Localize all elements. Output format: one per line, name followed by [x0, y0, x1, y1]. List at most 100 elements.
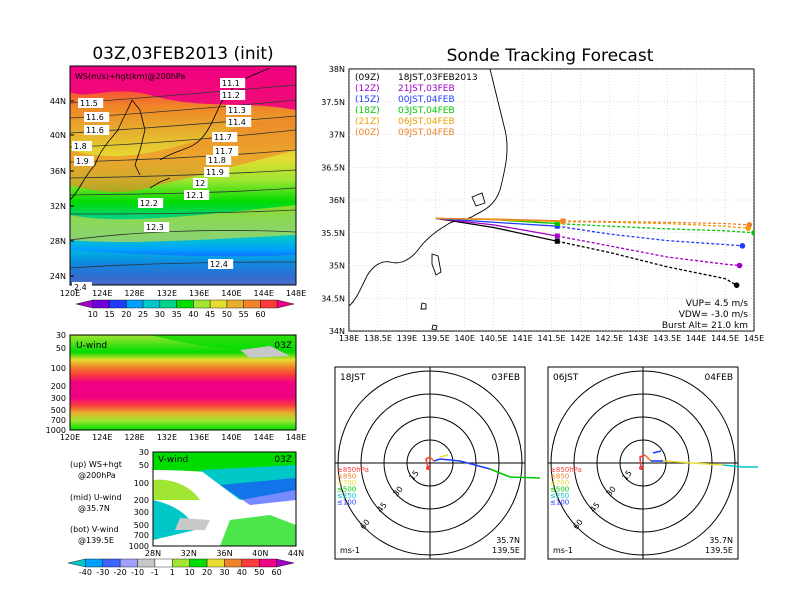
ws-colorbar-swatch	[126, 299, 144, 309]
hodograph-time: 06JST	[553, 373, 579, 383]
vwind-lat-label: 32N	[181, 549, 197, 558]
contour-label: 11.4	[226, 117, 252, 127]
hodograph-date: 04FEB	[705, 373, 734, 383]
hodograph-trace	[662, 460, 724, 466]
hodograph-level-label: ≥850hPa	[550, 466, 582, 474]
ws-colorbar-swatch	[260, 299, 278, 309]
track-param: Burst Alt= 21.0 km	[662, 321, 748, 331]
track-burst-marker	[554, 221, 560, 227]
wind-colorbar-swatch	[259, 558, 277, 568]
legend-line: (mid) U-wind	[70, 493, 122, 502]
wind-colorbar-label: 60	[272, 568, 282, 577]
contour-label: 11.5	[78, 98, 104, 108]
track-lon-label: 140E	[455, 334, 475, 343]
hodograph-level-label: ≤500	[337, 486, 356, 494]
track-landing-marker	[739, 243, 746, 249]
contour-label-text: 1.9	[76, 157, 89, 166]
track-lon-label: 142E	[570, 334, 590, 343]
track-landing-marker	[736, 262, 743, 269]
hodograph-trace	[439, 458, 491, 470]
sonde-tracks	[435, 217, 754, 288]
uwind-lon-axis: 120E 124E 128E 132E 136E 140E 144E 148E	[60, 433, 306, 442]
hodograph-level-label: ≥850hPa	[337, 466, 369, 474]
contour-label: 12.4	[208, 259, 234, 269]
track-lon-label: 138E	[339, 334, 359, 343]
track-line-dashed	[557, 225, 743, 247]
track-line-dashed	[557, 235, 740, 267]
track-series	[435, 217, 753, 228]
track-param: VDW= -3.0 m/s	[679, 310, 749, 320]
hodograph-trace	[722, 464, 758, 468]
ws-colorbar-label: 20	[121, 310, 131, 319]
vwind-lat-label: 36N	[216, 549, 232, 558]
wind-colorbar-swatch	[172, 558, 190, 568]
hodograph-level-label: ≤700	[550, 479, 569, 487]
contour-label: 11.6	[84, 112, 110, 122]
uwind-level-label: 30	[56, 331, 66, 340]
ws-map	[70, 66, 296, 285]
uwind-lon-label: 136E	[189, 433, 209, 442]
uwind-time: 03Z	[274, 341, 292, 351]
hodograph-start-point	[639, 466, 643, 470]
contour-label: 11.8	[206, 155, 232, 165]
tracking-legend: (09Z) 18JST,03FEB2013 (12Z) 21JST,03FEB (15Z…	[355, 73, 478, 138]
map-lat-axis: 44N 40N 36N 32N 28N 24N	[50, 97, 74, 281]
contour-label-text: 2.4	[74, 283, 87, 292]
ws-colorbar-label: 50	[222, 310, 232, 319]
ws-colorbar-label: 25	[138, 310, 148, 319]
contour-label-text: 11.3	[228, 106, 246, 115]
contour-label: 11.2	[220, 90, 246, 100]
track-lon-label: 143.5E	[653, 334, 681, 343]
ws-map-frame	[69, 65, 297, 286]
lat-tick-label: 24N	[50, 272, 66, 281]
track-lon-label: 138.5E	[364, 334, 392, 343]
contour-label-text: 11.2	[222, 91, 240, 100]
uwind-lon-label: 128E	[124, 433, 144, 442]
track-lon-label: 141E	[512, 334, 532, 343]
tracking-title: Sonde Tracking Forecast	[447, 46, 654, 66]
ws-colorbar-label: 45	[205, 310, 215, 319]
contour-label: 11.3	[226, 105, 252, 115]
uwind-lon-label: 124E	[92, 433, 112, 442]
vwind-level-label: 50	[139, 461, 149, 470]
track-legend-jst: 06JST,04FEB	[398, 117, 455, 127]
lon-tick-label: 136E	[189, 289, 209, 298]
track-line-solid	[435, 217, 558, 237]
wind-colorbar-label: -40	[79, 568, 92, 577]
track-line-dashed	[563, 220, 749, 229]
hodograph-level-label: ≤500	[550, 486, 569, 494]
contour-label: 12.1	[184, 190, 210, 200]
wind-colorbar-swatch	[137, 558, 156, 568]
track-lat-label: 38N	[329, 65, 345, 74]
lon-tick-label: 128E	[124, 289, 144, 298]
tracking-map-frame	[348, 68, 755, 332]
track-lon-label: 142.5E	[595, 334, 623, 343]
vwind-lat-label: 44N	[288, 549, 304, 558]
legend-line: @35.7N	[78, 504, 110, 513]
map-title: 03Z,03FEB2013 (init)	[92, 44, 273, 64]
ws-colorbar-swatch	[226, 299, 244, 309]
contour-label: 11.7	[213, 146, 239, 156]
contour-label: 1.9	[74, 156, 94, 166]
track-line-solid	[435, 217, 564, 222]
uwind-level-label: 300	[51, 394, 66, 403]
hodograph-trace	[489, 468, 541, 479]
uwind-lon-label: 144E	[254, 433, 274, 442]
uwind-level-label: 500	[51, 406, 66, 415]
hodograph-level-label: ≤250	[550, 492, 569, 500]
hodograph-level-label: ≤850	[337, 473, 356, 481]
ws-colorbar-swatch	[176, 299, 194, 309]
map-label: WS(m/s)+hgt(km)@200hPa	[75, 72, 185, 81]
track-burst-marker	[560, 218, 566, 224]
hodograph-time: 18JST	[340, 373, 366, 383]
contour-label: 11.6	[84, 125, 110, 135]
lon-tick-label: 132E	[157, 289, 177, 298]
vwind-lat-axis: 28N 32N 36N 40N 44N	[145, 549, 304, 558]
track-lat-label: 37.5N	[321, 98, 345, 107]
ws-colorbar-swatch	[209, 299, 228, 309]
uwind-lon-label: 120E	[60, 433, 80, 442]
contour-label-text: 12.1	[186, 191, 204, 200]
wind-colorbar-label: 40	[237, 568, 247, 577]
track-burst-marker	[554, 233, 560, 239]
